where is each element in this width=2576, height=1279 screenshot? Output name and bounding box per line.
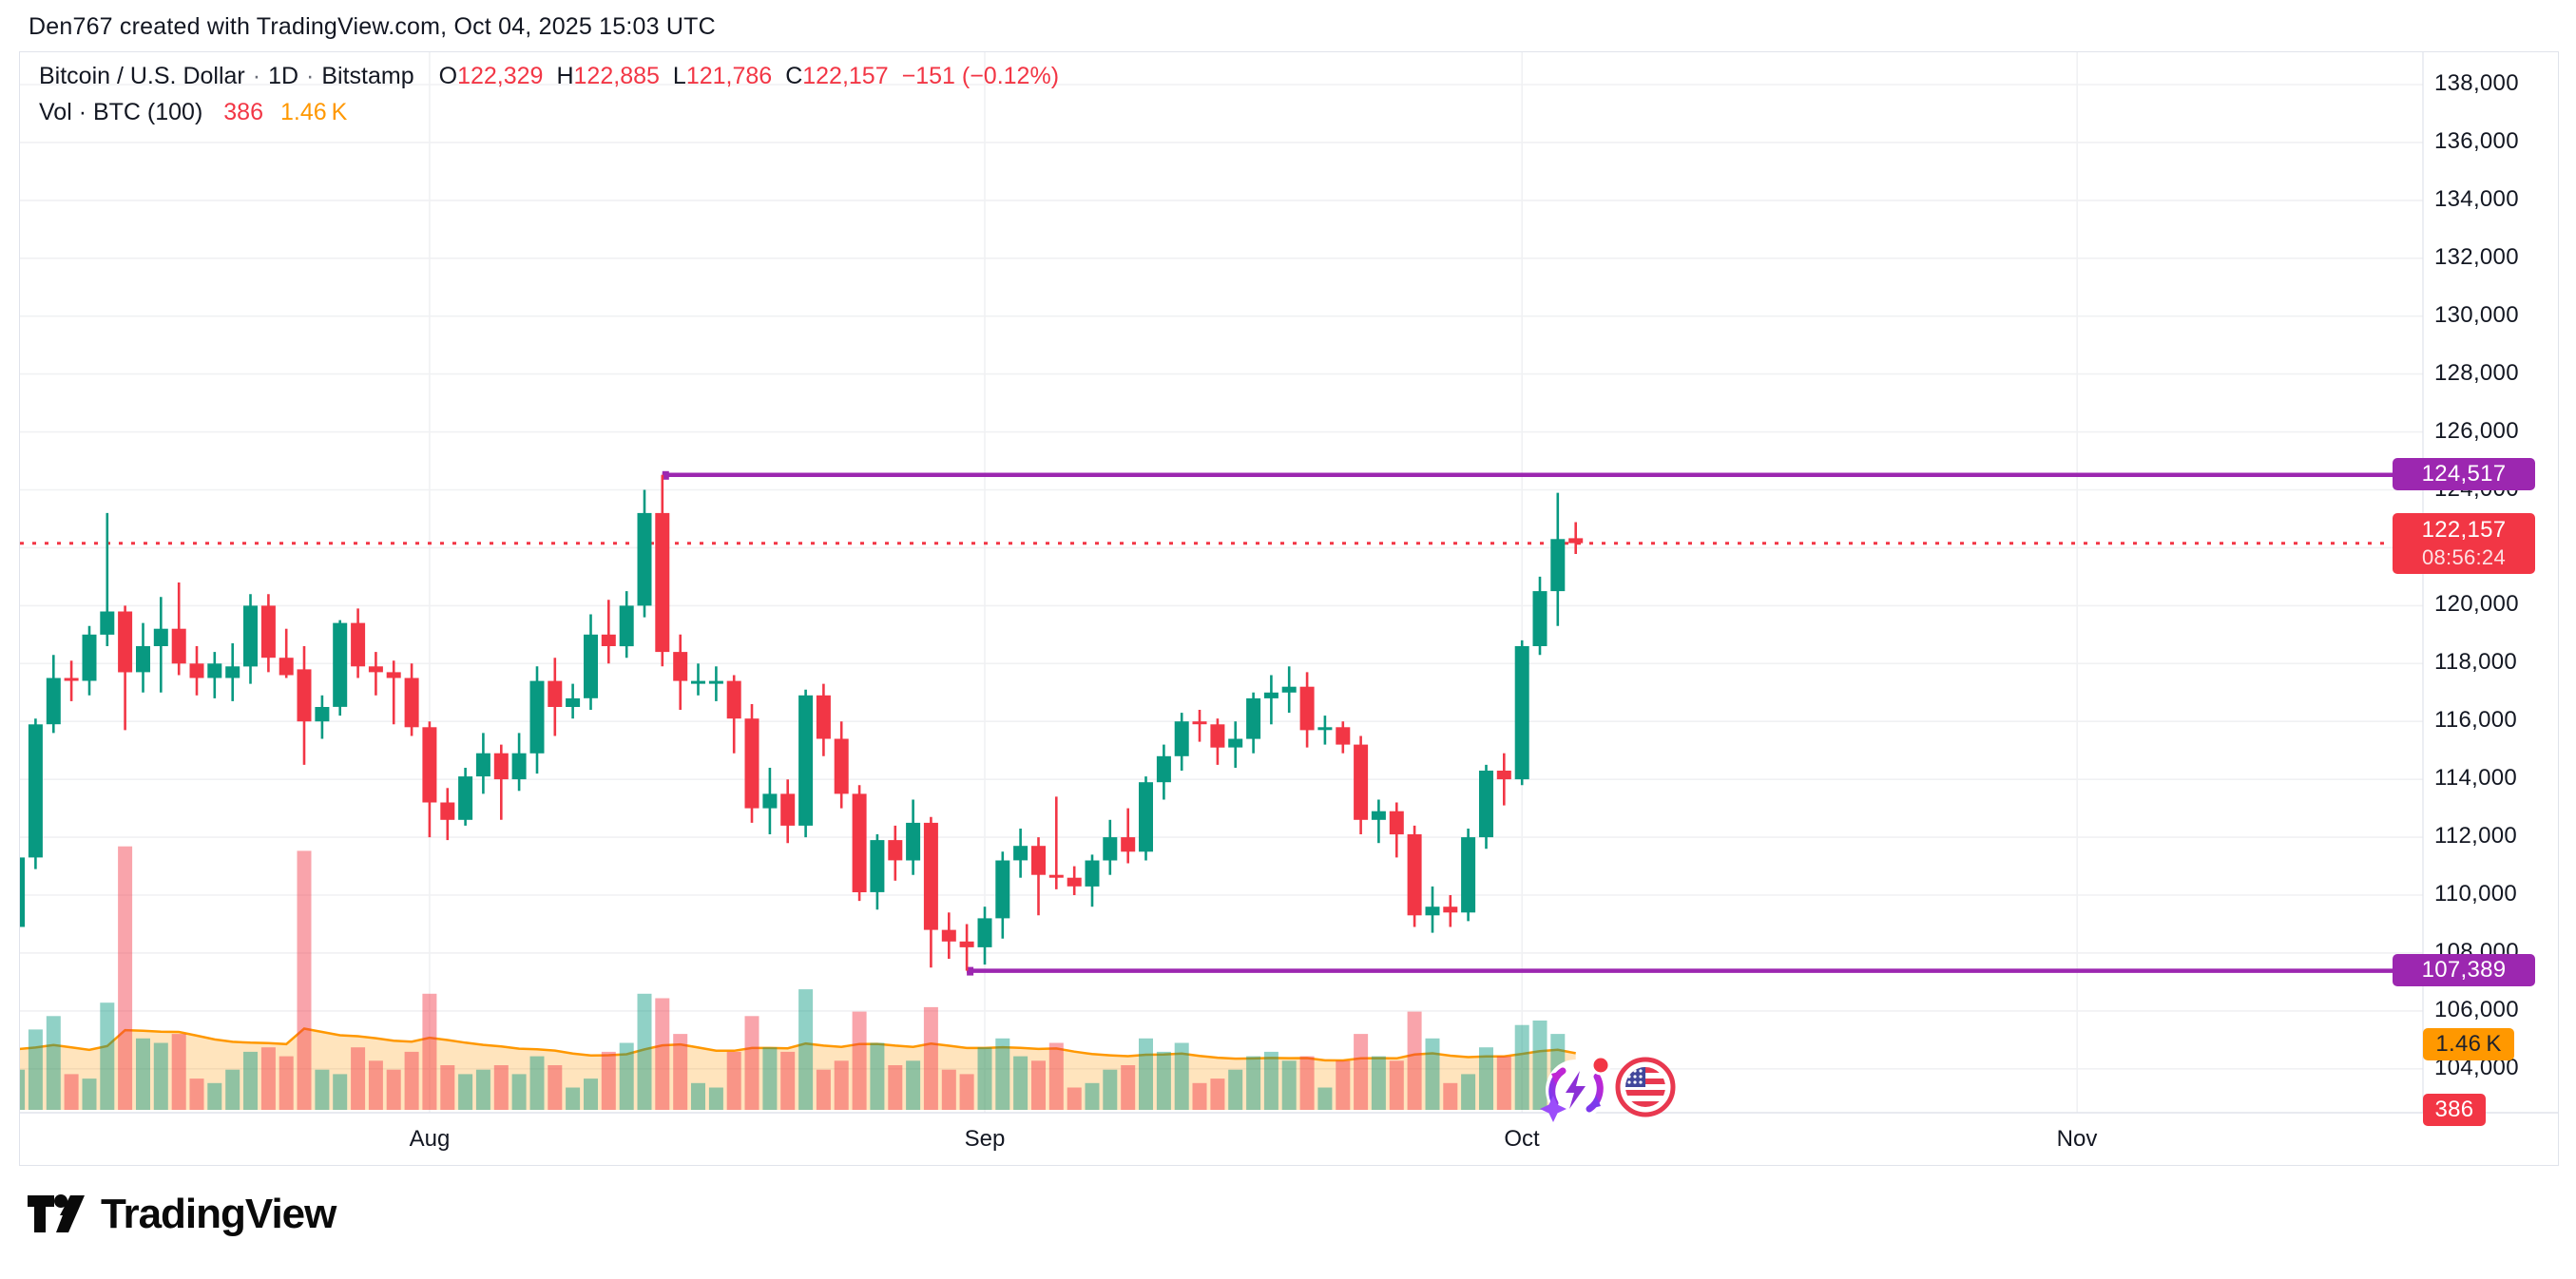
volume-indicator-label: Vol · BTC (100) [39,99,203,125]
close-value: C122,157 [785,63,889,89]
open-value: O122,329 [438,63,544,89]
legend-separator: · [306,63,315,89]
volume-current-value: 386 [223,99,263,125]
countdown-timer: 08:56:24 [2421,545,2507,569]
exchange-label: Bitstamp [321,63,414,89]
candlestick-plot[interactable] [20,52,2558,1165]
symbol-title: Bitcoin / U.S. Dollar [39,63,245,89]
symbol-legend-row: Bitcoin / U.S. Dollar · 1D · Bitstamp O122,32… [39,58,1059,94]
spark-event-icon[interactable] [1534,1050,1614,1135]
time-tick-sep: Sep [964,1126,1006,1152]
ohlc-values: O122,329 H122,885 L121,786 C122,157 −151 (−0… [439,63,1059,89]
low-value: L121,786 [672,63,773,89]
change-value: −151 (−0.12%) [901,63,1060,89]
tradingview-logo[interactable]: TradingView [27,1190,336,1239]
price-tick-112000: 112,000 [2434,823,2518,849]
level-badge-low: 107,389 [2393,954,2535,986]
volume-ma-value: 1.46 K [280,99,348,125]
level-badge-high: 124,517 [2393,458,2535,490]
tradingview-logo-icon [28,1194,85,1232]
time-tick-oct: Oct [1504,1126,1540,1152]
price-tick-134000: 134,000 [2434,186,2519,212]
price-tick-106000: 106,000 [2434,997,2519,1022]
price-tick-126000: 126,000 [2434,418,2519,444]
price-tick-138000: 138,000 [2434,70,2519,96]
us-flag-event-icon[interactable] [1614,1056,1677,1123]
volume-last-badge: 386 [2423,1094,2486,1126]
last-price-badge: 122,157 08:56:24 [2393,513,2535,574]
legend-separator: · [252,63,261,89]
volume-legend-row: Vol · BTC (100) 386 1.46 K [39,94,1059,130]
chart-panel[interactable]: Bitcoin / U.S. Dollar · 1D · Bitstamp O122,32… [19,51,2559,1166]
price-tick-136000: 136,000 [2434,128,2519,154]
tradingview-logo-text: TradingView [101,1191,336,1237]
attribution-text: Den767 created with TradingView.com, Oct… [29,13,716,40]
interval-label[interactable]: 1D [268,63,299,89]
price-tick-130000: 130,000 [2434,302,2519,328]
price-tick-132000: 132,000 [2434,244,2519,270]
price-tick-120000: 120,000 [2434,591,2519,617]
price-tick-116000: 116,000 [2434,707,2518,733]
price-tick-110000: 110,000 [2434,881,2518,907]
price-tick-118000: 118,000 [2434,649,2518,675]
time-tick-nov: Nov [2056,1126,2098,1152]
time-tick-aug: Aug [409,1126,451,1152]
high-value: H122,885 [556,63,660,89]
chart-legend: Bitcoin / U.S. Dollar · 1D · Bitstamp O122,32… [39,58,1059,130]
price-tick-114000: 114,000 [2434,765,2518,791]
price-tick-128000: 128,000 [2434,360,2519,386]
volume-ma-badge: 1.46 K [2423,1028,2514,1060]
